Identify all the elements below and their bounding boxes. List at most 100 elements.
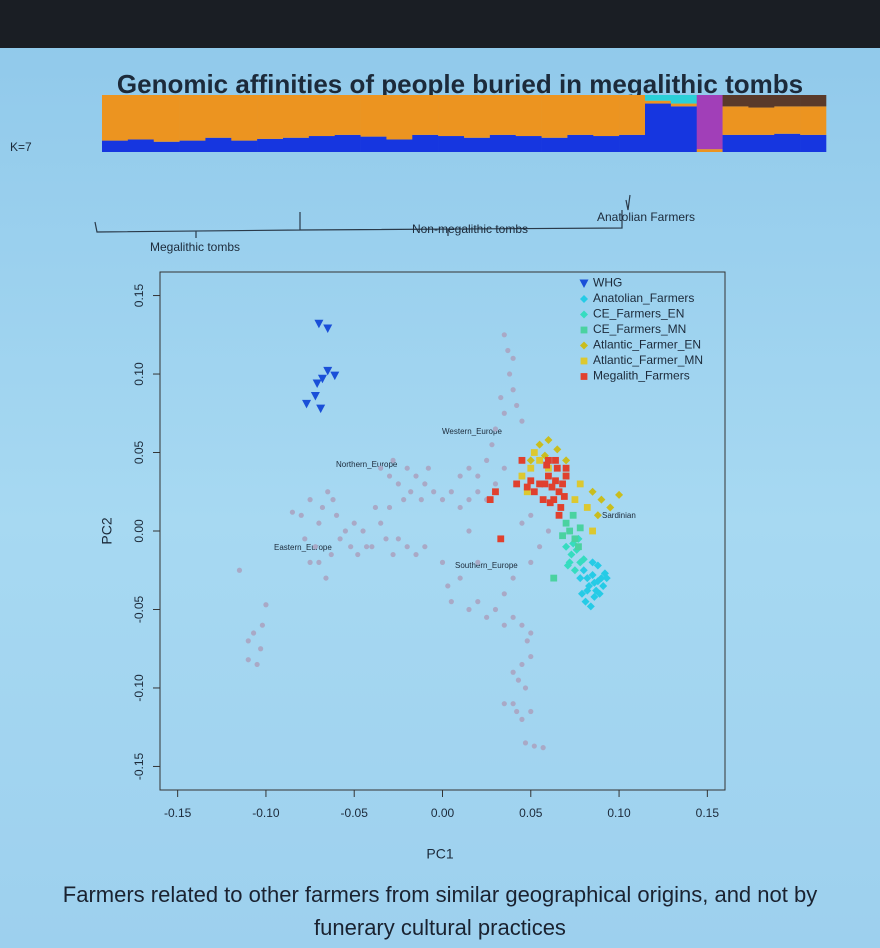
point — [312, 544, 318, 550]
point — [408, 489, 414, 495]
point — [466, 497, 472, 503]
annotation: Eastern_Europe — [274, 543, 332, 552]
admixture-segment — [360, 136, 387, 152]
point — [317, 374, 327, 384]
point — [316, 520, 322, 526]
admixture-segment — [464, 95, 491, 138]
point — [571, 496, 579, 504]
point — [535, 440, 544, 449]
group-label: Megalithic tombs — [150, 240, 240, 254]
point — [342, 528, 348, 534]
point — [530, 488, 538, 496]
point — [579, 555, 588, 564]
point — [378, 465, 384, 471]
point — [323, 366, 333, 376]
point — [466, 606, 472, 613]
point — [413, 551, 419, 558]
point — [597, 495, 606, 504]
x-tick-label: -0.10 — [252, 806, 280, 820]
point — [519, 622, 525, 628]
admixture-segment — [515, 136, 542, 152]
admixture-segment — [438, 95, 465, 137]
point — [484, 614, 490, 620]
admixture-segment — [412, 95, 439, 135]
point — [422, 481, 428, 487]
point — [351, 520, 357, 526]
point — [588, 558, 597, 567]
point — [528, 559, 534, 565]
point — [515, 677, 522, 683]
group-label: Non-megalithic tombs — [412, 222, 528, 236]
point — [319, 504, 326, 511]
x-tick-label: 0.00 — [431, 806, 455, 820]
admixture-segment — [774, 133, 801, 152]
point — [577, 589, 586, 598]
annotation: Western_Europe — [442, 427, 502, 436]
admixture-segment — [800, 134, 827, 152]
point — [576, 524, 584, 532]
point — [501, 332, 507, 338]
point — [597, 574, 606, 583]
admixture-segment — [205, 95, 232, 138]
admixture-segment — [567, 95, 594, 135]
admixture-segment — [593, 95, 620, 137]
legend-marker — [580, 326, 588, 334]
point — [501, 591, 507, 597]
point — [360, 528, 366, 534]
admixture-segment — [748, 107, 775, 135]
point — [599, 581, 608, 590]
point — [570, 566, 579, 575]
point — [536, 480, 544, 488]
point — [475, 599, 481, 605]
legend-label: CE_Farmers_EN — [593, 307, 684, 321]
admixture-segment — [386, 95, 413, 140]
point — [372, 504, 379, 511]
admixture-segment — [153, 95, 180, 142]
admixture-segment — [645, 95, 672, 101]
point — [562, 542, 571, 551]
point — [316, 559, 322, 565]
point — [439, 497, 446, 503]
point — [316, 404, 326, 414]
admixture-segment — [541, 95, 568, 138]
legend-label: CE_Farmers_MN — [593, 322, 686, 336]
admixture-segment — [360, 95, 387, 137]
point — [323, 575, 329, 581]
point — [550, 574, 558, 582]
point — [310, 392, 320, 401]
legend-marker — [580, 295, 588, 303]
admixture-segment — [774, 106, 801, 134]
point — [526, 456, 535, 465]
point — [330, 371, 340, 381]
point — [323, 324, 333, 334]
admixture-segment — [308, 95, 336, 137]
point — [369, 544, 375, 550]
admixture-segment — [283, 137, 310, 152]
point — [555, 488, 563, 496]
point — [560, 493, 568, 500]
point — [602, 574, 611, 583]
admixture-segment — [800, 95, 827, 107]
admixture-segment — [257, 138, 284, 152]
point — [519, 661, 525, 668]
point — [531, 743, 537, 749]
y-tick-label: -0.15 — [132, 752, 146, 780]
point — [562, 464, 570, 472]
legend-marker — [580, 357, 588, 365]
annotation: Sardinian — [602, 511, 636, 520]
point — [566, 527, 574, 535]
y-tick-label: 0.15 — [132, 284, 146, 308]
point — [486, 496, 494, 504]
point — [307, 559, 313, 565]
point — [448, 599, 454, 605]
point — [518, 456, 526, 464]
point — [258, 646, 264, 652]
point — [337, 536, 343, 542]
legend-label: WHG — [593, 276, 622, 290]
point — [413, 473, 419, 479]
point — [501, 701, 507, 707]
point — [540, 745, 546, 751]
point — [519, 418, 525, 424]
legend-marker — [580, 310, 588, 319]
